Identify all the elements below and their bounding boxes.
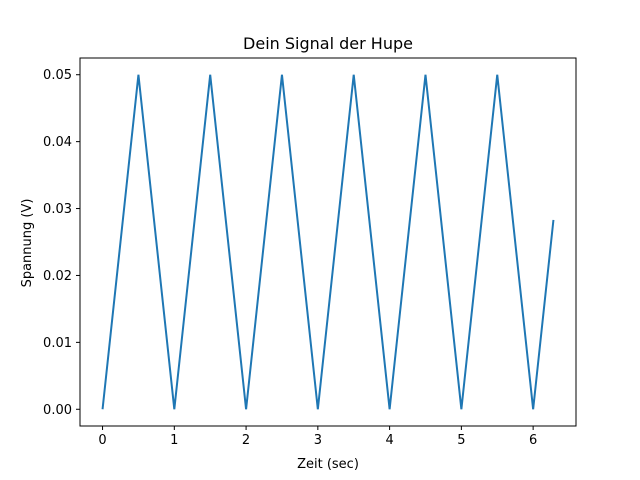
y-axis-label: Spannung (V) [20, 199, 35, 288]
series-line-0 [101, 74, 555, 410]
y-tick-label: 0.03 [43, 202, 72, 217]
y-tick-label: 0.01 [43, 336, 72, 351]
x-tick-label: 5 [457, 433, 465, 448]
x-tick-label: 6 [529, 433, 537, 448]
plot-area: 0 1 2 3 4 5 6 0.00 0.01 0.02 0.03 0.04 0.05 [43, 57, 577, 448]
y-tick-label: 0.04 [43, 135, 72, 150]
y-tick-label: 0.05 [43, 68, 72, 83]
x-tick-label: 3 [314, 433, 322, 448]
x-axis-label: Zeit (sec) [297, 457, 359, 472]
y-tick-label: 0.00 [43, 403, 72, 418]
x-tick-label: 2 [242, 433, 250, 448]
x-tick-label: 4 [385, 433, 393, 448]
y-tick-label: 0.02 [43, 269, 72, 284]
x-tick-label: 1 [170, 433, 178, 448]
chart-title: Dein Signal der Hupe [243, 34, 413, 53]
x-tick-label: 0 [98, 433, 106, 448]
axes-frame [79, 57, 577, 427]
